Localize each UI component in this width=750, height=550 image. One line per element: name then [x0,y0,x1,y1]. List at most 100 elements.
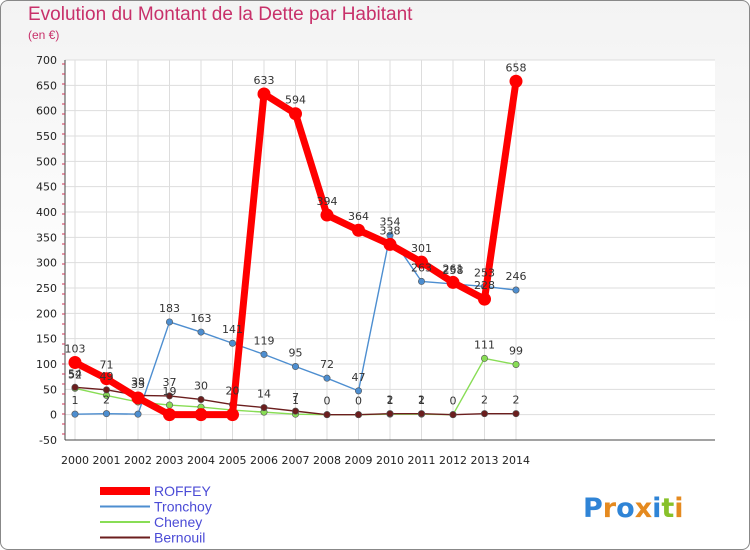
data-label-bernouil: 54 [68,367,82,380]
x-tick-label: 2008 [313,454,341,467]
data-label-bernouil: 0 [355,395,362,408]
data-point-roffey [320,208,334,222]
data-label-cheney: 1 [292,394,299,407]
data-point-tronchoy [417,277,425,285]
data-point-tronchoy [166,318,174,326]
data-label-roffey: 301 [411,242,432,255]
logo-letter: x [635,493,652,524]
y-tick-label: 200 [36,307,57,320]
x-tick-label: 2002 [124,454,152,467]
data-label-bernouil: 38 [131,375,145,388]
data-label-tronchoy: 119 [254,334,275,347]
data-label-tronchoy: 95 [289,347,303,360]
data-label-bernouil: 30 [194,379,208,392]
legend-label-cheney: Cheney [154,514,202,530]
data-label-roffey: 71 [100,359,114,372]
x-tick-label: 2014 [502,454,530,467]
x-tick-label: 2003 [156,454,184,467]
y-tick-label: 550 [36,130,57,143]
series-layer [68,74,523,422]
y-tick-label: 50 [43,383,57,396]
data-label-roffey: 364 [348,210,369,223]
data-point-roffey [415,255,428,269]
data-label-bernouil: 49 [100,370,114,383]
x-tick-label: 2007 [282,454,310,467]
data-point-tronchoy [71,410,79,418]
data-label-cheney: 0 [450,395,457,408]
legend-label-bernouil: Bernouil [154,530,205,546]
y-tick-label: 300 [36,257,57,270]
data-label-tronchoy: 163 [191,312,212,325]
data-label-tronchoy: 141 [222,323,243,336]
legend-label-tronchoy: Tronchoy [154,499,212,515]
data-point-roffey [446,275,460,289]
data-point-roffey [257,87,271,101]
data-label-bernouil: 14 [257,388,271,401]
data-point-cheney [166,401,174,409]
y-tick-label: 350 [36,231,57,244]
data-label-roffey: 394 [317,195,338,208]
logo-letter: P [583,493,603,524]
data-point-bernouil [386,410,394,418]
data-point-bernouil [449,411,457,419]
logo-letter: i [674,493,683,524]
data-point-roffey [289,107,302,121]
data-point-cheney [480,354,488,362]
data-label-bernouil: 37 [163,376,177,389]
data-point-tronchoy [512,286,520,294]
logo-letter: r [603,493,617,524]
x-tick-label: 2005 [219,454,247,467]
legend-label-roffey: ROFFEY [154,483,211,499]
data-point-bernouil [480,410,488,418]
data-point-roffey [194,408,208,422]
x-tick-label: 2013 [471,454,499,467]
data-label-roffey: 338 [380,224,401,237]
data-point-tronchoy [229,339,237,347]
proxiti-logo: Proxiti [583,493,684,524]
x-tick-label: 2004 [187,454,215,467]
data-label-tronchoy: 263 [411,261,432,274]
data-label-cheney: 111 [474,338,495,351]
data-label-roffey: 228 [474,279,495,292]
data-label-bernouil: 2 [481,394,488,407]
y-tick-label: -50 [39,434,57,447]
y-tick-label: 400 [36,206,57,219]
data-point-bernouil [512,410,520,418]
data-point-roffey [68,355,82,369]
data-point-bernouil [103,386,111,394]
data-point-roffey [163,408,176,422]
data-label-bernouil: 2 [387,394,394,407]
data-label-roffey: 103 [65,342,86,355]
logo-letter: t [661,493,674,524]
data-label-tronchoy: 47 [352,371,366,384]
data-point-roffey [100,372,113,386]
data-label-roffey: 594 [285,94,306,107]
data-label-cheney: 52 [68,368,82,381]
data-point-bernouil [417,410,425,418]
data-label-tronchoy: 1 [72,394,79,407]
y-tick-label: 700 [36,54,57,67]
x-tick-label: 2009 [345,454,373,467]
data-label-cheney: 1 [387,394,394,407]
data-label-roffey: 261 [443,262,464,275]
data-point-cheney [512,361,520,369]
data-point-tronchoy [291,363,299,371]
data-point-roffey [131,391,145,405]
data-label-bernouil: 20 [226,385,240,398]
y-tick-label: 450 [36,181,57,194]
x-tick-label: 2001 [93,454,121,467]
data-point-tronchoy [323,374,331,382]
data-point-tronchoy [260,350,268,358]
data-point-bernouil [260,404,268,412]
x-tick-label: 2000 [61,454,89,467]
x-tick-label: 2011 [408,454,436,467]
chart-title: Evolution du Montant de la Dette par Hab… [28,4,413,25]
data-label-bernouil: 2 [418,394,425,407]
data-label-tronchoy: 72 [320,358,334,371]
chart-subtitle: (en €) [28,28,60,42]
data-point-bernouil [197,395,205,403]
data-label-tronchoy: 2 [103,394,110,407]
data-label-tronchoy: 253 [474,266,495,279]
